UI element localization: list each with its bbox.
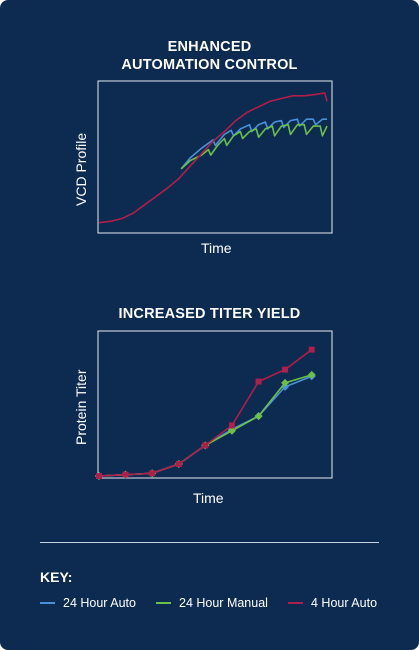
legend-item-24-hour-manual: 24 Hour Manual xyxy=(156,596,268,610)
chart2-series-4-hour-auto-point-0 xyxy=(96,473,102,479)
chart2-series-24-hour-manual-point-5 xyxy=(227,426,236,435)
chart2-series-24-hour-manual-point-8 xyxy=(307,370,316,379)
chart2-series-24-hour-auto-line xyxy=(98,375,312,477)
chart2-series-4-hour-auto-line xyxy=(98,348,313,477)
chart2-series-4-hour-auto-point-8 xyxy=(308,346,315,353)
legend-label-24-hour-auto: 24 Hour Auto xyxy=(63,596,136,610)
chart1-xlabel: Time xyxy=(201,240,232,256)
chart2-plot xyxy=(95,330,333,480)
chart1-frame xyxy=(97,80,333,234)
chart2-series-4-hour-auto-point-5 xyxy=(228,422,235,429)
chart2-series-4-hour-auto-point-4 xyxy=(202,442,209,449)
legend-item-24-hour-auto: 24 Hour Auto xyxy=(40,596,136,610)
chart2-series-4-hour-auto-point-3 xyxy=(175,461,182,468)
chart1-plot xyxy=(97,80,333,234)
chart1-ylabel: VCD Profile xyxy=(73,132,89,206)
legend-label-24-hour-manual: 24 Hour Manual xyxy=(179,596,268,610)
legend-swatch-24-hour-manual xyxy=(156,602,171,604)
legend-swatch-24-hour-auto xyxy=(40,602,55,604)
divider xyxy=(40,542,379,543)
chart1-series-24-hour-manual-line xyxy=(180,123,328,170)
chart2-series-4-hour-auto-point-1 xyxy=(122,471,129,478)
key-title: KEY: xyxy=(40,569,73,585)
chart2-frame xyxy=(97,330,333,479)
chart2-series-4-hour-auto-point-6 xyxy=(255,378,262,385)
chart2-series-4-hour-auto-point-7 xyxy=(282,366,289,373)
chart2-series-4-hour-auto-point-2 xyxy=(149,470,156,477)
chart2-xlabel: Time xyxy=(193,490,224,506)
chart2-series-24-hour-manual-point-7 xyxy=(281,378,290,387)
chart2-series-24-hour-manual-point-6 xyxy=(254,412,263,421)
chart1-series-4-hour-auto-line xyxy=(98,92,328,224)
chart1-title: ENHANCED AUTOMATION CONTROL xyxy=(121,39,298,73)
legend-swatch-4-hour-auto xyxy=(288,602,303,604)
chart2-series-24-hour-manual-line xyxy=(98,374,312,477)
legend-item-4-hour-auto: 4 Hour Auto xyxy=(288,596,377,610)
chart2-title: INCREASED TITER YIELD xyxy=(118,306,301,322)
chart2-ylabel: Protein Titer xyxy=(73,369,89,445)
chart1-series-24-hour-auto-line xyxy=(180,118,327,170)
legend-label-4-hour-auto: 4 Hour Auto xyxy=(311,596,378,610)
